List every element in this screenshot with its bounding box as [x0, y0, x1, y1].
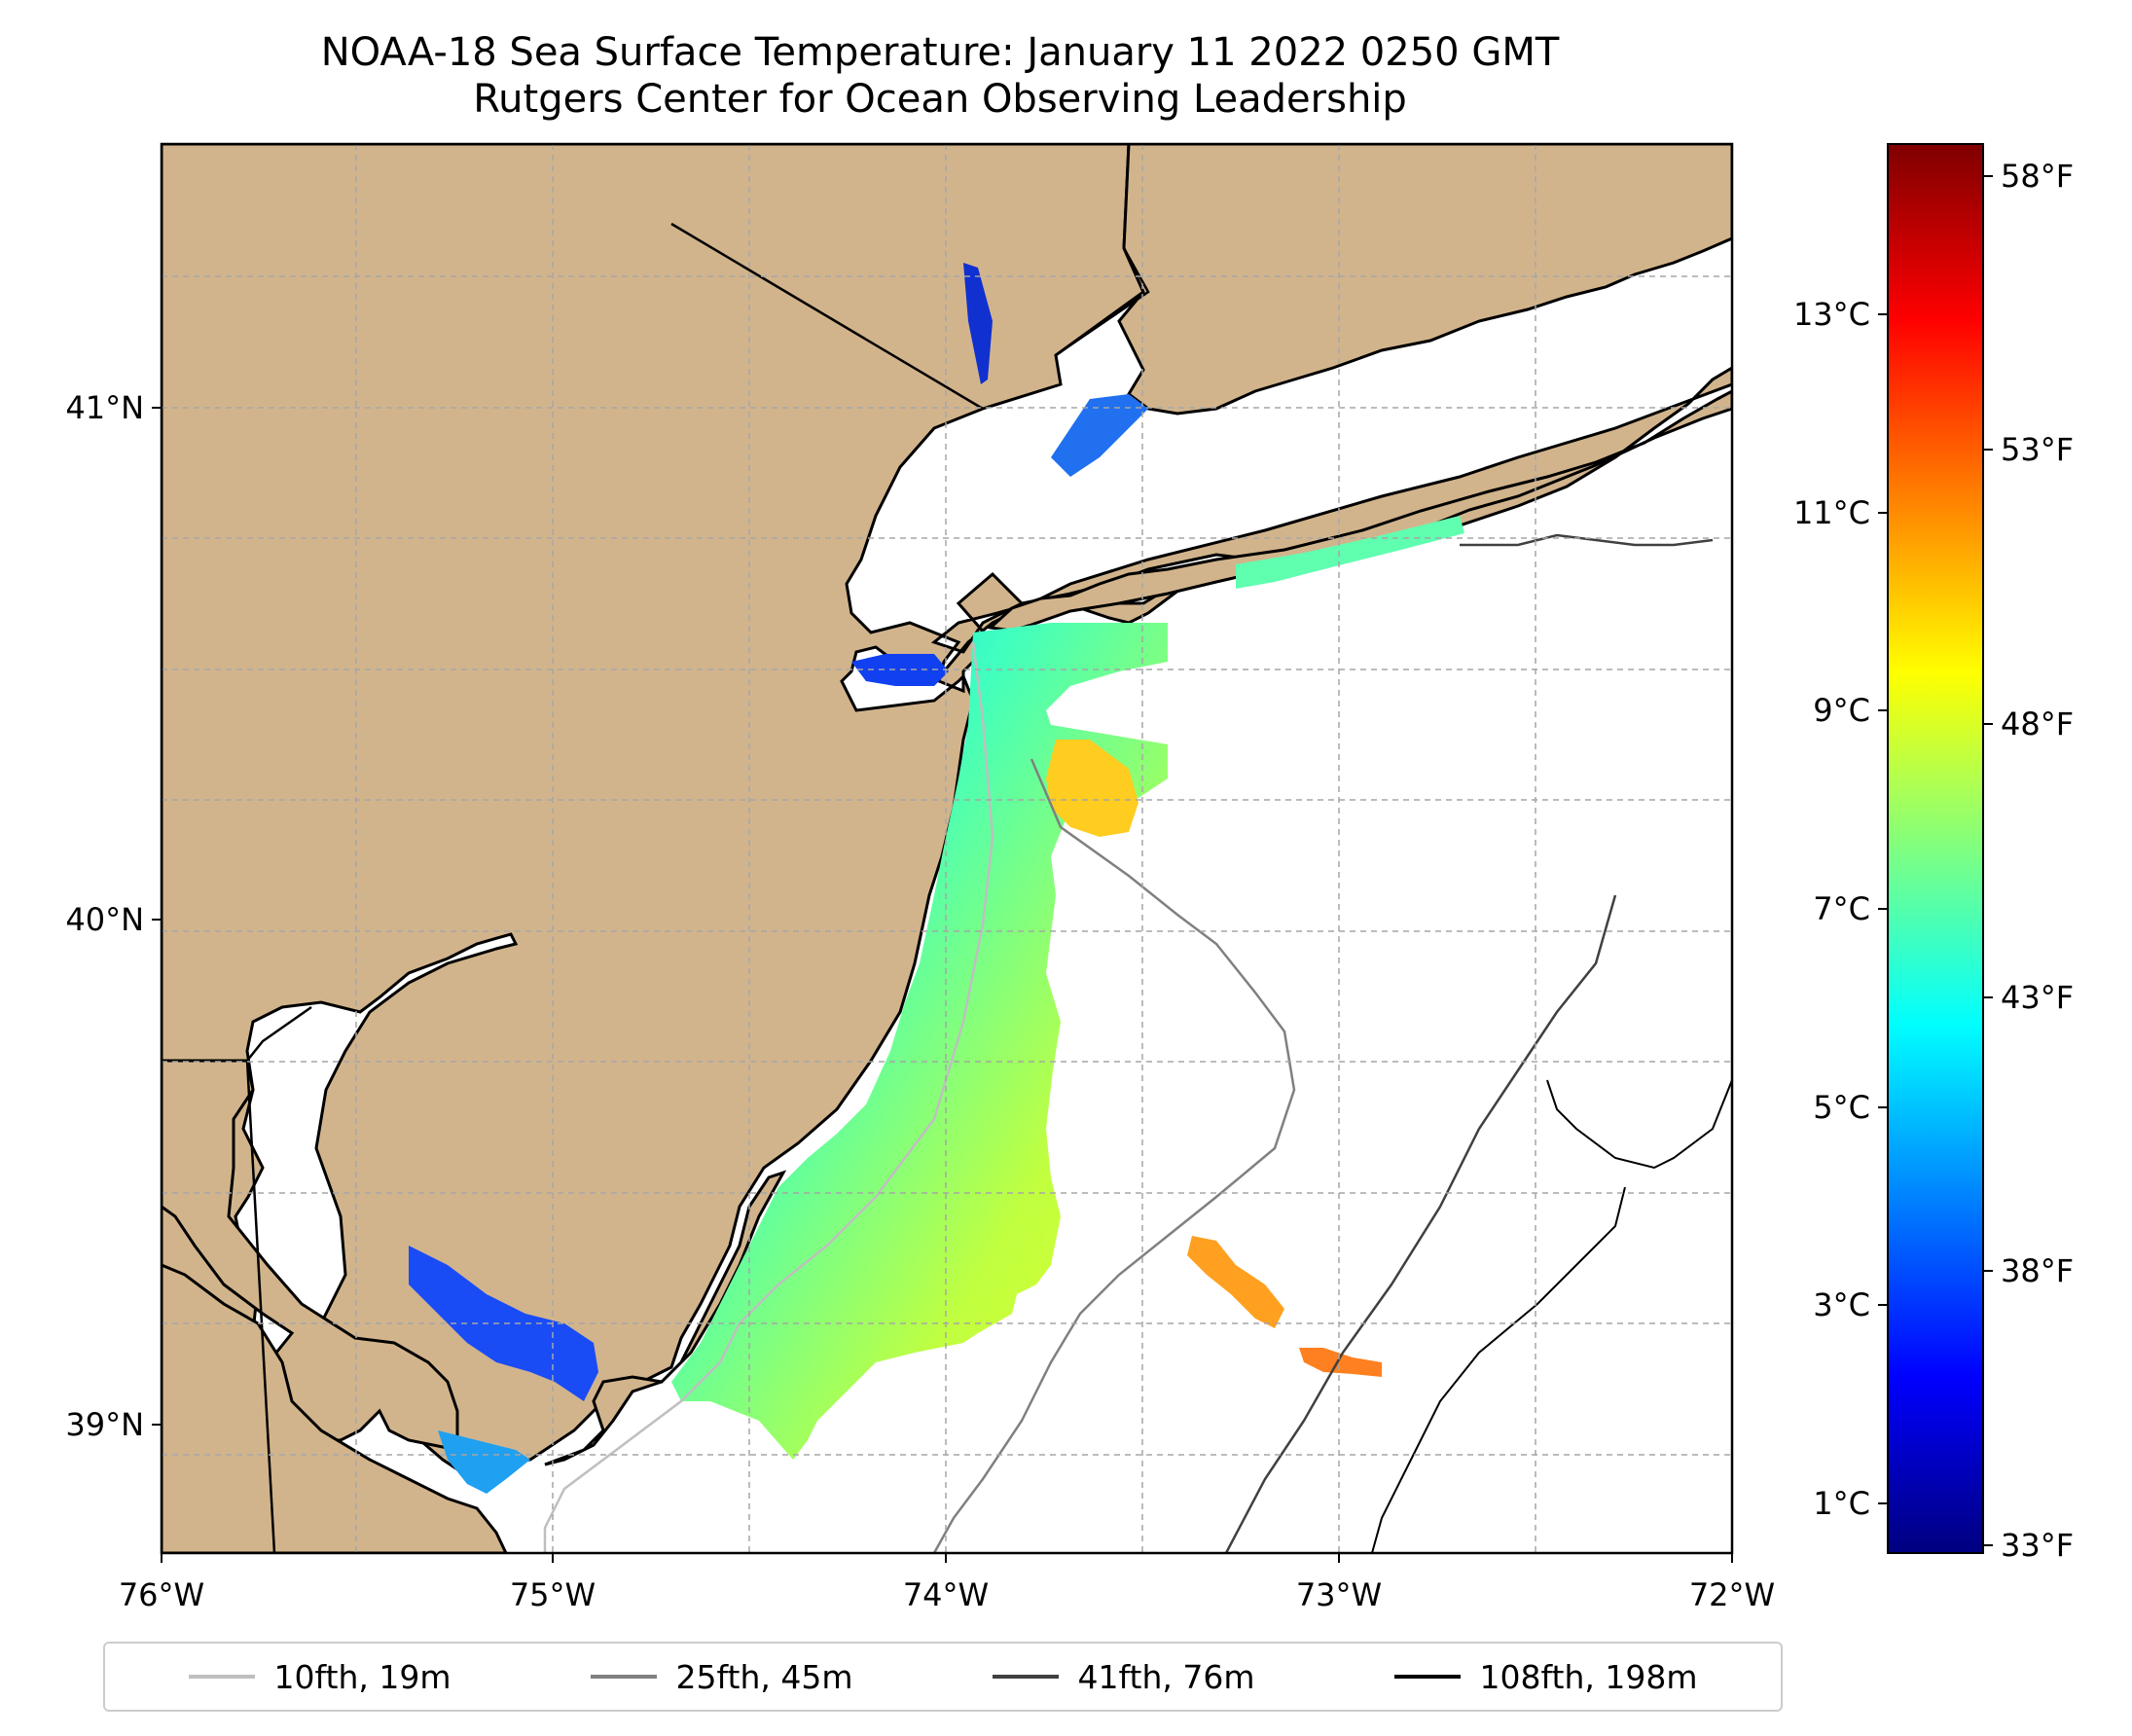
- land-delmarva: [162, 1059, 459, 1452]
- colorbar-c-9: 9°C: [1813, 692, 1870, 729]
- legend-label-10fth: 10fth, 19m: [273, 1657, 452, 1696]
- x-tick-72w: 72°W: [1689, 1576, 1775, 1613]
- y-tick-40n: 40°N: [65, 901, 144, 938]
- sst-delaware-bay: [409, 1246, 598, 1401]
- colorbar-c-11: 11°C: [1793, 494, 1870, 531]
- contour-41fth: [1224, 533, 1714, 1553]
- colorbar-c-3: 3°C: [1813, 1286, 1870, 1323]
- colorbar-ticks: [1878, 175, 1993, 1546]
- land-delmarva-south: [162, 1263, 508, 1553]
- state-border-ny-nj: [670, 222, 984, 411]
- sst-warm-patch-far: [1299, 1348, 1382, 1377]
- sst-long-island-sound: [1051, 394, 1148, 477]
- colorbar-f-33: 33°F: [2001, 1527, 2074, 1564]
- title-line-1: NOAA-18 Sea Surface Temperature: January…: [320, 30, 1560, 75]
- contour-10fth: [543, 641, 994, 1553]
- colorbar-f-53: 53°F: [2001, 431, 2074, 468]
- y-axis-ticks: [152, 407, 162, 1426]
- land-southern-nj: [544, 1170, 787, 1466]
- legend-line-25fth: [590, 1675, 657, 1679]
- legend-item-41fth: 41fth, 76m: [992, 1657, 1255, 1696]
- legend-item-108fth: 108fth, 198m: [1393, 1657, 1698, 1696]
- state-border-pa-de: [162, 1005, 312, 1063]
- colorbar-f-43: 43°F: [2001, 979, 2074, 1016]
- title-line-2: Rutgers Center for Ocean Observing Leade…: [473, 77, 1407, 122]
- colorbar-f-38: 38°F: [2001, 1252, 2074, 1289]
- sst-hudson: [963, 263, 993, 384]
- colorbar-c-1: 1°C: [1813, 1485, 1870, 1522]
- legend-label-25fth: 25fth, 45m: [675, 1657, 853, 1696]
- sst-main-shelf: [671, 623, 1168, 1460]
- colorbar-c-7: 7°C: [1813, 890, 1870, 927]
- legend-line-10fth: [188, 1675, 255, 1679]
- colorbar-f-58: 58°F: [2001, 158, 2074, 195]
- land-connecticut: [1117, 144, 1732, 416]
- x-axis-ticks: [161, 1553, 1733, 1563]
- sst-delaware-bay-lower: [438, 1430, 530, 1494]
- sst-long-island-shore: [1236, 516, 1464, 589]
- x-tick-74w: 74°W: [903, 1576, 989, 1613]
- depth-legend: 10fth, 19m 25fth, 45m 41fth, 76m 108fth,…: [103, 1642, 1783, 1712]
- legend-label-108fth: 108fth, 198m: [1479, 1657, 1698, 1696]
- x-tick-75w: 75°W: [510, 1576, 596, 1613]
- map-title: NOAA-18 Sea Surface Temperature: January…: [0, 29, 1880, 123]
- state-border-de-md: [245, 1060, 276, 1553]
- colorbar-c-13: 13°C: [1793, 296, 1870, 333]
- legend-line-41fth: [992, 1675, 1059, 1679]
- legend-item-10fth: 10fth, 19m: [188, 1657, 452, 1696]
- colorbar-c-5: 5°C: [1813, 1089, 1870, 1126]
- x-tick-73w: 73°W: [1296, 1576, 1382, 1613]
- colorbar: [1887, 143, 1984, 1554]
- contour-25fth: [932, 758, 1296, 1553]
- legend-line-108fth: [1393, 1675, 1461, 1679]
- legend-item-25fth: 25fth, 45m: [590, 1657, 853, 1696]
- x-tick-76w: 76°W: [119, 1576, 204, 1613]
- sst-warm-patch-south: [1187, 1236, 1284, 1328]
- legend-label-41fth: 41fth, 76m: [1077, 1657, 1255, 1696]
- contour-108fth: [1371, 1079, 1732, 1553]
- land-long-island: [987, 389, 1732, 633]
- state-border-ny-ct: [1054, 144, 1150, 385]
- y-tick-39n: 39°N: [65, 1406, 144, 1443]
- colorbar-f-48: 48°F: [2001, 705, 2074, 742]
- y-tick-41n: 41°N: [65, 389, 144, 426]
- gridlines: [162, 144, 1732, 1553]
- sst-warm-patch: [1046, 740, 1138, 837]
